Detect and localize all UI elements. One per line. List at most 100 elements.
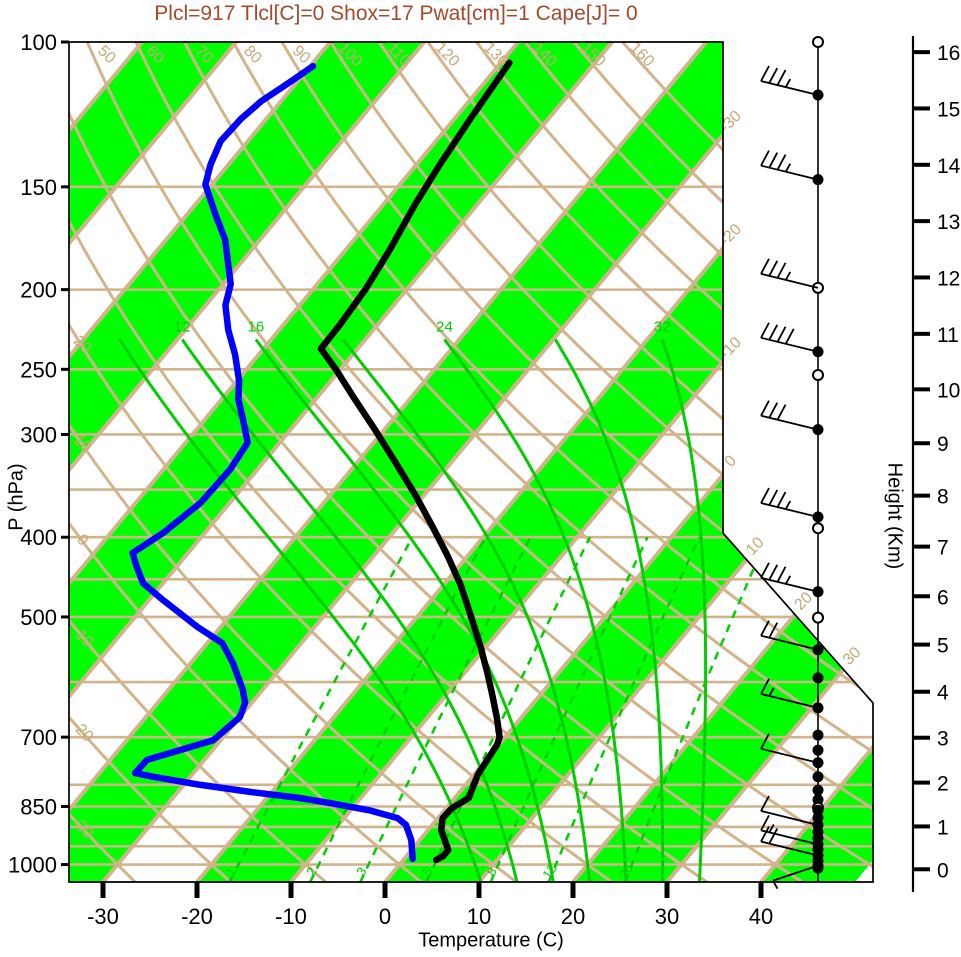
height-tick — [913, 162, 930, 167]
isotherm-label: 30 — [840, 644, 865, 669]
mixing-ratio-line — [228, 536, 414, 882]
height-tick-label: 0 — [937, 859, 949, 882]
height-axis-title: Height (Km) — [883, 462, 906, 570]
height-tick — [913, 642, 930, 647]
shaded-band — [573, 42, 873, 882]
pressure-tick-label: 400 — [20, 525, 57, 550]
pressure-tick-label: 1000 — [8, 853, 57, 878]
wind-barb-staff — [760, 36, 824, 890]
height-tick-label: 12 — [937, 267, 960, 290]
wind-barb — [812, 744, 824, 756]
pressure-tick — [61, 863, 69, 867]
wind-barb — [812, 672, 824, 684]
height-tick-label: 5 — [937, 635, 949, 658]
pressure-tick-label: 300 — [20, 422, 57, 447]
temperature-tick-label: 0 — [379, 904, 391, 929]
dry-adiabat-line — [69, 42, 518, 882]
isotherm-label: 20 — [791, 589, 816, 614]
wind-barb — [812, 862, 824, 874]
wind-barb — [760, 400, 824, 436]
dry-adiabat-line — [280, 42, 873, 882]
height-tick-label: 4 — [937, 682, 949, 705]
dry-adiabat-line — [183, 42, 873, 882]
temperature-curve — [317, 59, 513, 864]
height-tick-label: 15 — [937, 98, 960, 121]
mixing-ratio-line — [547, 536, 701, 882]
mixing-ratio-line — [359, 536, 532, 882]
height-tick-label: 9 — [937, 433, 949, 456]
moist-adiabat-line — [180, 338, 519, 882]
dry-adiabat-line — [572, 42, 873, 882]
wind-barb — [760, 678, 824, 714]
height-tick — [913, 441, 930, 446]
temperature-tick-label: -10 — [275, 904, 307, 929]
pressure-tick — [61, 367, 69, 371]
green-lines — [118, 338, 769, 882]
height-tick — [913, 735, 930, 740]
height-tick — [913, 106, 930, 111]
moist-adiabat-label: 12 — [174, 319, 191, 336]
mixing-ratio-line — [425, 536, 592, 882]
wind-barb — [760, 562, 824, 598]
height-tick-label: 8 — [937, 486, 949, 509]
isotherm-line — [69, 42, 708, 882]
wind-barb — [812, 611, 824, 624]
pressure-tick — [61, 185, 69, 189]
wind-barb — [760, 322, 824, 358]
mixing-ratio-line — [309, 536, 487, 882]
wind-barb — [760, 620, 824, 656]
dry-adiabat-line — [69, 42, 327, 882]
dry-adiabat-line — [69, 42, 804, 882]
moist-adiabat-label: 16 — [248, 319, 265, 336]
wind-barb — [812, 729, 824, 741]
moist-adiabat-label: 24 — [436, 319, 453, 336]
temperature-tick-label: -30 — [87, 904, 119, 929]
pressure-axis-title: P (hPa) — [5, 463, 28, 531]
isotherm-line — [69, 42, 332, 882]
pressure-tick-label: 150 — [20, 175, 57, 200]
temperature-tick-label: 40 — [749, 904, 773, 929]
plot-region-border — [68, 41, 874, 883]
dry-adiabat-label: 160 — [626, 39, 657, 70]
height-tick — [913, 50, 930, 55]
pressure-tick-label: 200 — [20, 278, 57, 303]
height-tick-label: 14 — [937, 155, 961, 178]
moist-adiabat-line — [443, 338, 628, 882]
dry-adiabat-line — [69, 42, 423, 882]
pressure-tick — [61, 615, 69, 619]
height-tick-label: 6 — [937, 586, 949, 609]
isotherm-label: -20 — [717, 221, 745, 249]
dry-adiabat-label: 120 — [432, 39, 463, 70]
dry-adiabat-line — [475, 42, 873, 882]
temperature-tick-label: 20 — [561, 904, 585, 929]
wind-barb — [812, 36, 824, 48]
wind-barb — [812, 369, 824, 382]
moist-adiabat-line — [254, 338, 555, 882]
wind-barb — [760, 258, 824, 294]
height-tick-label: 11 — [937, 324, 959, 347]
isotherm-line — [101, 42, 802, 882]
shaded-band — [69, 42, 613, 882]
dry-adiabat-line — [231, 42, 873, 882]
temperature-tick — [288, 882, 294, 898]
pressure-tick-label: 500 — [20, 605, 57, 630]
pressure-tick — [61, 805, 69, 809]
height-tick — [913, 387, 930, 392]
dry-adiabat-line — [69, 42, 613, 882]
height-tick — [913, 331, 930, 336]
mixing-ratio-line — [489, 536, 649, 882]
pressure-tick-label: 850 — [20, 795, 57, 820]
dry-adiabat-line — [69, 42, 232, 882]
dewpoint-curve — [129, 62, 416, 863]
temperature-tick-label: 10 — [467, 904, 491, 929]
height-tick-label: 7 — [937, 537, 949, 560]
temperature-curve — [317, 59, 513, 864]
shaded-band — [0, 42, 48, 882]
wind-barb — [812, 784, 824, 796]
temperature-tick — [100, 882, 106, 898]
height-tick-label: 13 — [937, 211, 960, 234]
isotherm-line — [69, 42, 426, 882]
pressure-tick-label: 250 — [20, 357, 57, 382]
